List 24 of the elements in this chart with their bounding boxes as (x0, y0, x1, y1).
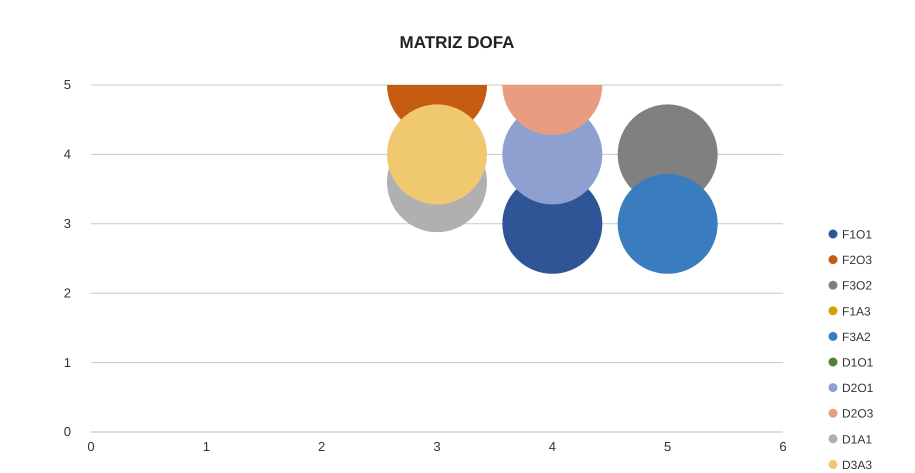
y-tick-label: 2 (64, 285, 71, 300)
x-tick-label: 0 (87, 439, 95, 454)
legend-label: F2O3 (842, 253, 872, 268)
legend-label: D1O1 (842, 356, 874, 370)
legend-label: F3O2 (842, 278, 872, 293)
legend-label: F1O1 (842, 228, 872, 242)
legend-label: F3A2 (842, 330, 872, 344)
legend-label: D3A3 (842, 458, 872, 472)
legend-label: D2O1 (842, 381, 874, 396)
y-tick-label: 5 (64, 77, 71, 92)
chart-title: MATRIZ DOFA (400, 33, 514, 52)
y-tick-label: 0 (64, 424, 71, 440)
y-tick-label: 4 (64, 146, 71, 162)
x-tick-label: 1 (202, 439, 210, 454)
y-tick-label: 1 (64, 354, 71, 370)
y-tick-label: 3 (64, 216, 71, 231)
legend-label: D2O3 (842, 406, 874, 421)
x-tick-label: 5 (664, 439, 672, 454)
legend-label: F1A3 (842, 304, 872, 318)
legend-label: D1A1 (842, 432, 872, 446)
x-tick-label: 3 (433, 439, 441, 454)
x-tick-label: 4 (548, 439, 556, 454)
x-tick-label: 6 (779, 439, 787, 454)
x-tick-label: 2 (318, 439, 326, 454)
